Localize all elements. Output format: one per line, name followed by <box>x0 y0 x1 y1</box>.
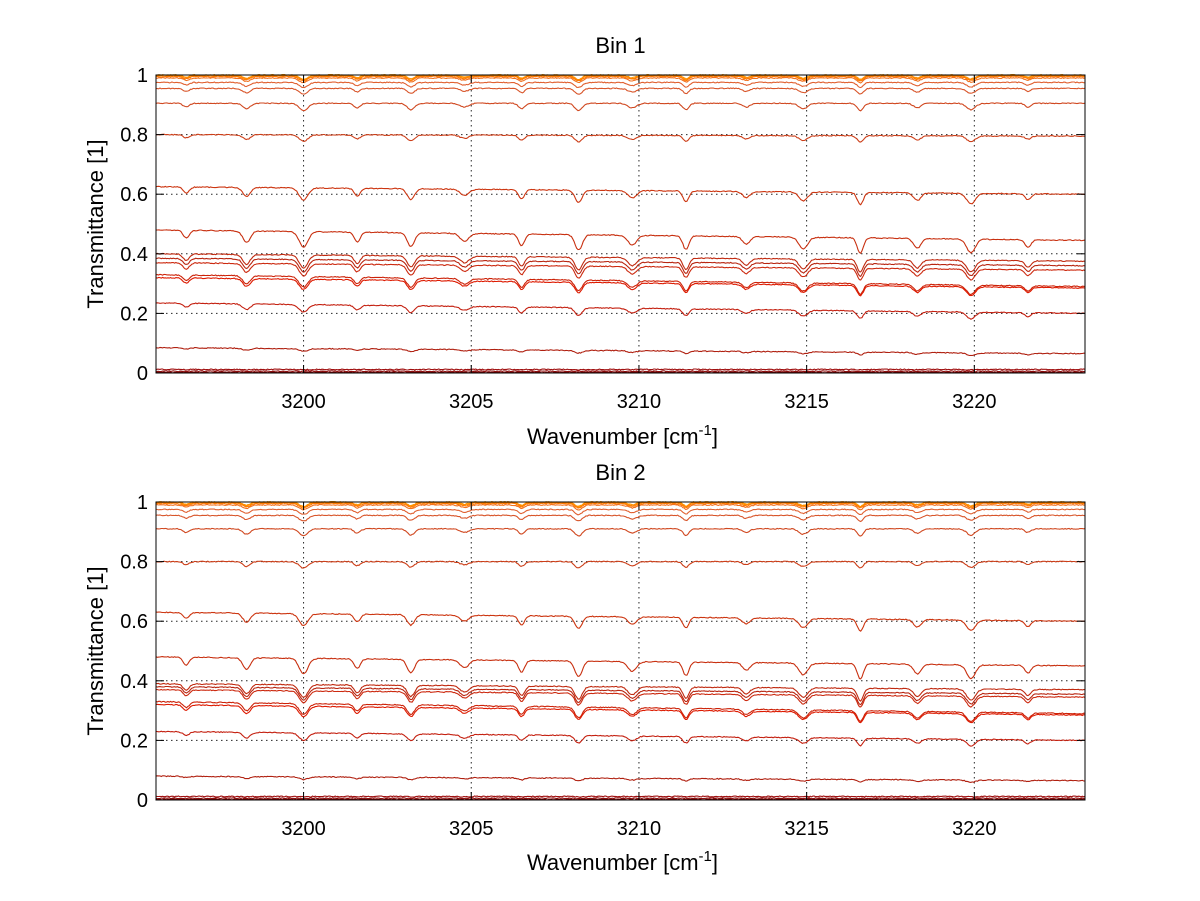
chart-title: Bin 1 <box>595 33 645 58</box>
spectrum-series-line <box>156 611 1085 632</box>
spectrum-series-line <box>156 76 1085 84</box>
spectrum-series-line <box>156 682 1085 702</box>
series-group <box>156 500 1085 800</box>
spectrum-series-line <box>156 797 1085 800</box>
y-tick-label: 0 <box>137 790 148 812</box>
subplot-bin-2: 3200 3205 3210 3215 3220 0 0.2 0.4 0.6 0.8 1 Bin 2 W… <box>83 460 1086 875</box>
y-tick-label: 0.4 <box>120 244 148 266</box>
spectrum-series-line <box>156 87 1085 95</box>
spectrum-series-line <box>156 102 1085 112</box>
spectrum-series-line <box>156 700 1085 723</box>
y-tick-label: 1 <box>137 492 148 514</box>
y-tick-label: 0.6 <box>120 184 148 206</box>
x-tick-label: 3210 <box>617 391 662 413</box>
x-tick-label: 3200 <box>281 391 326 413</box>
spectrum-series-line <box>156 229 1085 254</box>
x-tick-label: 3215 <box>784 818 829 840</box>
spectrum-series-line <box>156 503 1085 511</box>
spectrum-series-line <box>156 502 1085 509</box>
subplot-bin-1: 3200 3205 3210 3215 3220 0 0.2 0.4 0.6 0.8 1 Bin 1 W… <box>83 33 1086 449</box>
y-tick-label: 0.8 <box>120 125 148 147</box>
spectrum-series-line <box>156 685 1085 706</box>
y-tick-label: 0.2 <box>120 303 148 325</box>
y-tick-label: 0.2 <box>120 730 148 752</box>
spectrum-series-line <box>156 730 1085 747</box>
spectrum-series-line <box>156 775 1085 783</box>
spectrum-series-line <box>156 133 1085 143</box>
spectrum-series-line <box>156 302 1085 320</box>
y-tick-label: 0.4 <box>120 671 148 693</box>
x-tick-label: 3215 <box>784 391 829 413</box>
spectrum-series-line <box>156 514 1085 523</box>
spectrum-series-line <box>156 261 1085 281</box>
y-tick-label: 0 <box>137 363 148 385</box>
spectrum-series-line <box>156 368 1085 371</box>
spectrum-series-line <box>156 81 1085 89</box>
x-tick-label: 3220 <box>952 818 997 840</box>
spectrum-series-line <box>156 273 1085 296</box>
x-tick-label: 3205 <box>449 391 494 413</box>
spectrum-series-line <box>156 795 1085 798</box>
spectrum-series-line <box>156 370 1085 373</box>
spectrum-series-line <box>156 75 1085 82</box>
x-axis-label: Wavenumber [cm-1] <box>527 848 718 875</box>
x-axis-label: Wavenumber [cm-1] <box>527 422 718 449</box>
y-tick-label: 0.8 <box>120 552 148 574</box>
spectrum-series-line <box>156 508 1085 516</box>
x-tick-label: 3210 <box>617 818 662 840</box>
spectrum-series-line <box>156 185 1085 206</box>
spectrum-series-line <box>156 560 1085 569</box>
spectrum-series-line <box>156 371 1085 373</box>
spectrum-series-line <box>156 276 1085 297</box>
series-group <box>156 73 1085 373</box>
spectrum-series-line <box>156 656 1085 680</box>
spectrum-series-line <box>156 703 1085 724</box>
spectrum-series-line <box>156 252 1085 273</box>
spectrum-series-line <box>156 798 1085 800</box>
y-tick-label: 1 <box>137 65 148 87</box>
chart-title: Bin 2 <box>595 460 645 485</box>
spectrum-series-line <box>156 527 1085 537</box>
x-tick-label: 3220 <box>952 391 997 413</box>
x-tick-label: 3200 <box>281 818 326 840</box>
spectrum-series-line <box>156 346 1085 357</box>
y-axis-label: Transmittance [1] <box>83 566 108 735</box>
y-tick-label: 0.6 <box>120 611 148 633</box>
x-tick-label: 3205 <box>449 818 494 840</box>
spectrum-series-line <box>156 688 1085 708</box>
axes-frame <box>155 74 1086 374</box>
axes-frame <box>155 501 1086 801</box>
y-axis-label: Transmittance [1] <box>83 139 108 308</box>
spectrum-series-line <box>156 257 1085 278</box>
